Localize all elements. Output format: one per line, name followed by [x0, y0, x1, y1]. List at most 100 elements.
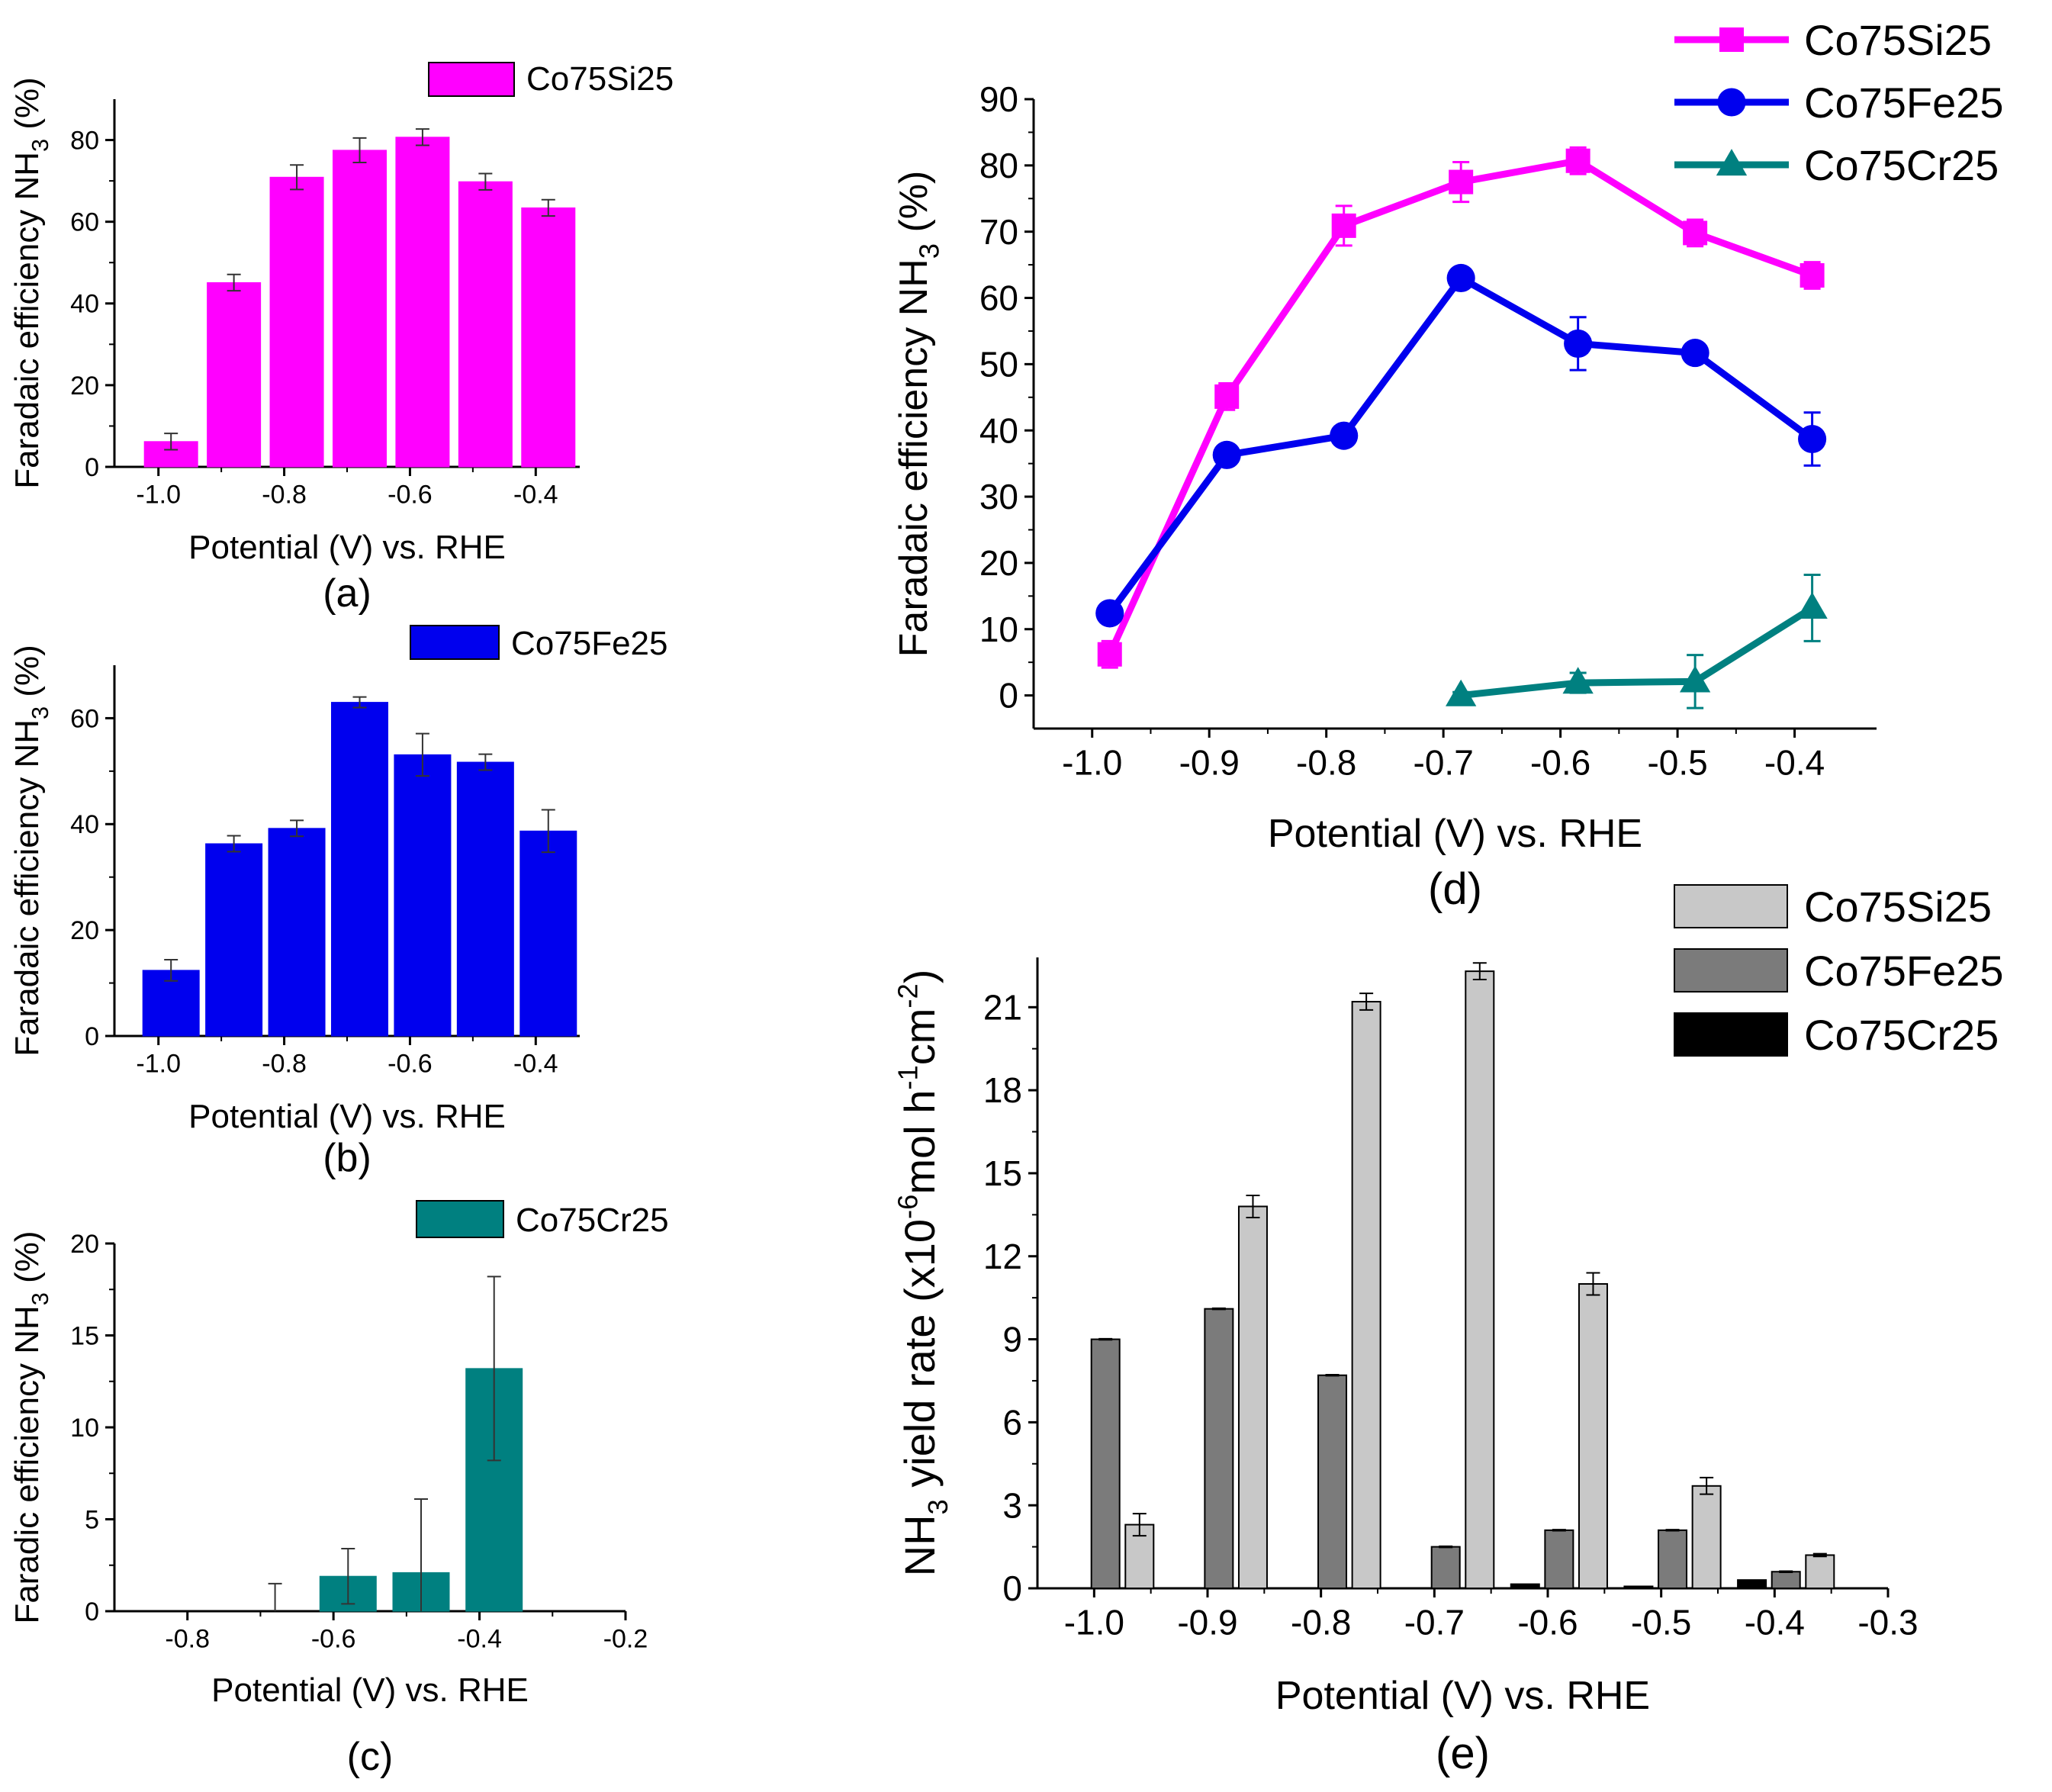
panel-caption: (b): [323, 1136, 371, 1180]
y-axis-label: Faradic efficiency NH3 (%): [8, 1231, 53, 1623]
x-tick-label: -0.4: [1745, 1602, 1805, 1642]
x-tick-label: -0.4: [513, 481, 558, 510]
x-tick-label: -0.6: [388, 1050, 433, 1079]
y-tick-label: 0: [85, 1022, 99, 1051]
marker-circle: [1717, 88, 1746, 117]
y-tick-label: 70: [979, 212, 1018, 252]
y-tick-label: 12: [983, 1237, 1022, 1276]
y-tick-label: 15: [70, 1321, 99, 1350]
y-axis-label: Faradaic efficiency NH3 (%): [892, 171, 945, 658]
marker-square: [1683, 220, 1708, 246]
y-tick-label: 15: [983, 1153, 1022, 1193]
x-axis-label: Potential (V) vs. RHE: [188, 529, 506, 566]
marker-circle: [1564, 329, 1593, 359]
y-tick-label: 0: [1002, 1568, 1022, 1608]
bar: [1317, 1374, 1348, 1590]
marker-circle: [1330, 421, 1359, 450]
bar: [1691, 1485, 1722, 1589]
legend-swatch: [428, 62, 515, 97]
marker-triangle: [1562, 667, 1594, 694]
y-tick-label: 20: [70, 1230, 99, 1259]
bar: [395, 137, 450, 468]
legend-e: Co75Si25 Co75Fe25 Co75Cr25: [1674, 883, 2004, 1059]
x-tick-label: -0.8: [262, 481, 307, 510]
x-tick-label: -0.2: [603, 1625, 648, 1654]
bar: [330, 702, 388, 1037]
x-tick-label: -0.9: [1179, 742, 1240, 782]
legend-label: Co75Cr25: [516, 1202, 669, 1239]
y-tick-label: 40: [70, 290, 99, 319]
y-tick-label: 18: [983, 1070, 1022, 1110]
legend-label: Co75Cr25: [1804, 141, 1999, 189]
legend-label: Co75Fe25: [511, 625, 667, 662]
marker-square: [1097, 642, 1122, 667]
legend-swatch: [1674, 948, 1788, 993]
bar: [205, 843, 263, 1037]
x-tick-label: -0.6: [1530, 742, 1590, 782]
x-tick-label: -0.8: [1296, 742, 1356, 782]
bar: [519, 830, 577, 1037]
x-tick-label: -0.4: [513, 1050, 558, 1079]
marker-square: [1719, 27, 1744, 52]
y-tick-label: 20: [70, 916, 99, 945]
marker-circle: [1095, 599, 1124, 628]
x-tick-label: -0.7: [1414, 742, 1474, 782]
y-tick-label: 40: [70, 810, 99, 839]
y-tick-label: 9: [1002, 1320, 1022, 1359]
y-tick-label: 0: [999, 676, 1018, 716]
x-axis-label: Potential (V) vs. RHE: [211, 1671, 529, 1709]
bar: [1237, 1205, 1268, 1590]
x-tick-label: -1.0: [136, 1050, 181, 1079]
legend-swatch: [1674, 1012, 1788, 1057]
x-tick-label: -1.0: [1064, 1602, 1124, 1642]
x-tick-label: -0.6: [388, 481, 433, 510]
legend-swatch: [416, 1200, 504, 1238]
bar: [269, 176, 324, 468]
bar: [458, 181, 513, 468]
bar: [207, 282, 262, 468]
y-tick-label: 0: [85, 453, 99, 482]
legend-swatch: [1674, 884, 1788, 928]
marker-square: [1800, 263, 1825, 288]
y-tick-label: 60: [70, 208, 99, 237]
panel-caption: (e): [1436, 1729, 1490, 1778]
bar: [394, 754, 452, 1037]
bar: [268, 828, 326, 1037]
y-tick-label: 50: [979, 344, 1018, 384]
bar: [1351, 1001, 1381, 1589]
legend-swatch: [410, 625, 500, 660]
x-axis-label: Potential (V) vs. RHE: [1268, 812, 1642, 856]
marker-square: [1331, 213, 1356, 238]
bar: [1805, 1554, 1835, 1589]
bar: [1737, 1579, 1767, 1589]
bar: [1204, 1308, 1234, 1590]
y-tick-label: 10: [70, 1414, 99, 1443]
panel-d: 0 10 20 30 40 50 60 70 80 90 -1.0 -0.9 -0.8 -0.7 -0.6 -…: [892, 79, 1877, 914]
x-tick-label: -0.6: [1517, 1602, 1578, 1642]
y-tick-label: 40: [979, 410, 1018, 450]
bar: [1578, 1283, 1608, 1590]
bar: [1658, 1529, 1688, 1590]
y-tick-label: 5: [85, 1505, 99, 1534]
x-tick-label: -0.5: [1647, 742, 1707, 782]
legend-label: Co75Si25: [1804, 883, 1992, 931]
x-tick-label: -1.0: [136, 481, 181, 510]
bar: [521, 207, 576, 468]
y-axis-label: NH3 yield rate (x10-6mol h-1cm-2): [893, 970, 954, 1577]
marker-circle: [1212, 440, 1241, 469]
panel-caption: (c): [347, 1735, 394, 1779]
x-axis-label: Potential (V) vs. RHE: [1275, 1674, 1650, 1718]
y-tick-label: 20: [70, 372, 99, 401]
legend-d: Co75Si25 Co75Fe25 Co75Cr25: [1674, 16, 2004, 189]
bar: [456, 761, 514, 1037]
y-axis-label: Faradaic efficiency NH3 (%): [8, 645, 53, 1057]
x-tick-label: -0.8: [165, 1625, 210, 1654]
y-axis-label: Faradaic efficiency NH3 (%): [8, 77, 53, 489]
y-tick-label: 3: [1002, 1485, 1022, 1525]
y-tick-label: 80: [979, 146, 1018, 185]
x-tick-label: -0.9: [1177, 1602, 1237, 1642]
x-tick-label: -0.7: [1404, 1602, 1465, 1642]
y-tick-label: 30: [979, 477, 1018, 516]
